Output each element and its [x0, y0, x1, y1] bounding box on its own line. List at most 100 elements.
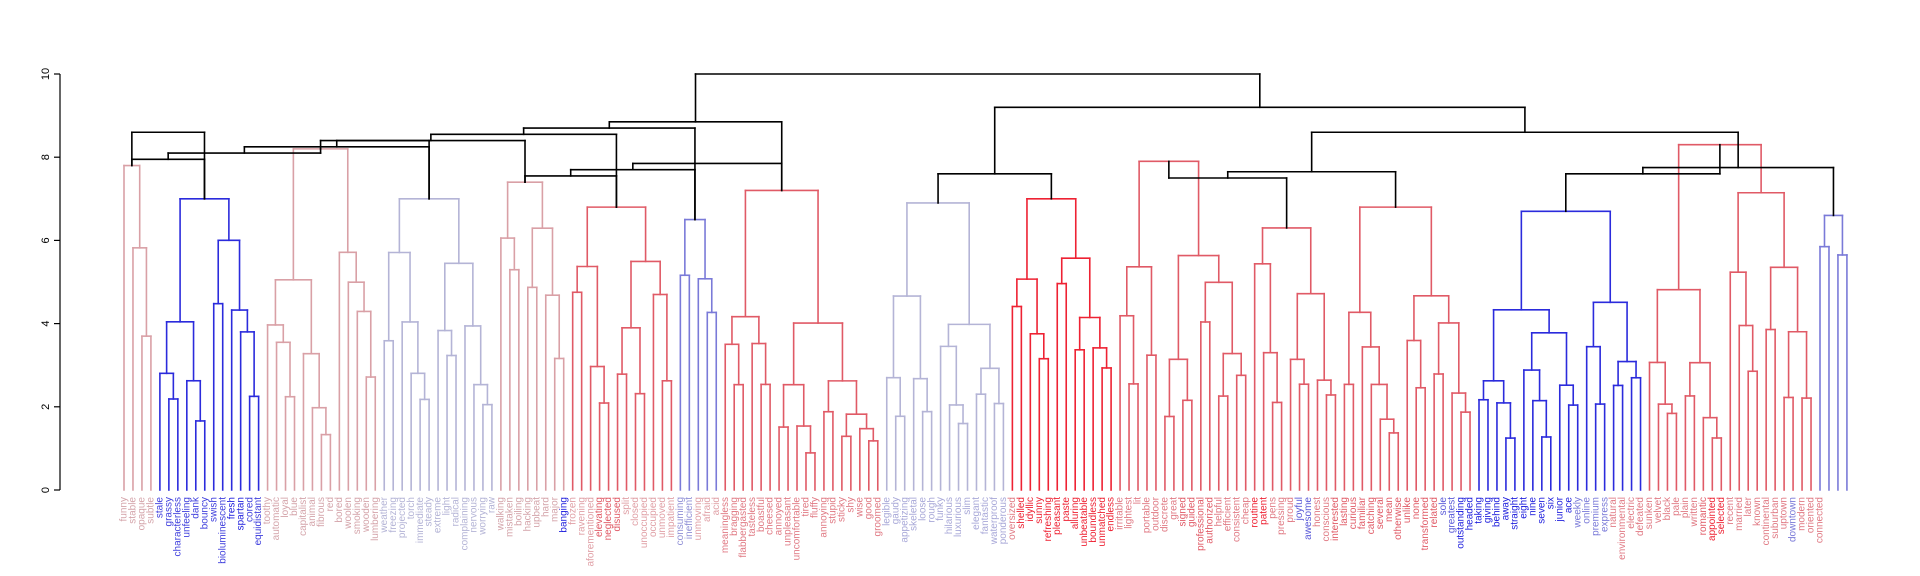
leaf-label: bragging	[729, 497, 740, 536]
leaf-label: funky	[935, 497, 946, 521]
leaf-label: waterproof	[989, 497, 1000, 545]
leaf-label: paste	[1061, 497, 1072, 522]
leaf-label: unmoved	[657, 497, 668, 538]
y-tick-label: 4	[40, 321, 52, 327]
leaf-label: grassy	[164, 497, 175, 526]
leaf-label: defeated	[1635, 497, 1646, 536]
leaf-label: patent	[1258, 497, 1269, 525]
leaf-label: selected	[1716, 497, 1727, 534]
leaf-label: cheesed	[765, 497, 776, 535]
y-tick-label: 10	[40, 68, 52, 80]
leaf-label: aforementioned	[585, 497, 596, 567]
leaf-label: professional	[1195, 497, 1206, 551]
leaf-label: cored	[244, 497, 255, 522]
leaf-label: unmatched	[1097, 497, 1108, 546]
leaf-label: uptown	[1779, 497, 1790, 529]
leaf-label: velvet	[1653, 497, 1664, 523]
leaf-label: eight	[1519, 497, 1530, 519]
leaf-label: animal	[307, 497, 318, 526]
leaf-label: lumbering	[370, 497, 381, 541]
leaf-label: consistent	[1231, 497, 1242, 542]
leaf-label: uncomfortable	[792, 497, 803, 561]
leaf-label: conscious	[1321, 497, 1332, 541]
leaf-label: subtle	[146, 497, 157, 524]
leaf-label: bored	[334, 497, 345, 523]
leaf-label: unbeatable	[1079, 497, 1090, 547]
leaf-label: downtown	[1788, 497, 1799, 542]
leaf-label: black	[1662, 496, 1673, 520]
leaf-label: upbeat	[531, 497, 542, 528]
leaf-label: unlike	[1402, 497, 1413, 524]
leaf-label: appointed	[1707, 497, 1718, 541]
leaf-label: written	[1689, 497, 1700, 527]
leaf-label: curious	[1348, 497, 1359, 529]
leaf-label: wooden	[361, 497, 372, 533]
leaf-label: fresh	[226, 497, 237, 519]
leaf-label: unpleasant	[783, 497, 794, 546]
leaf-label: ponderous	[998, 497, 1009, 544]
leaf-label: equidistant	[253, 497, 264, 546]
leaf-label: greatest	[1447, 497, 1458, 533]
leaf-label: dank	[190, 496, 201, 519]
leaf-label: annoyed	[774, 497, 785, 535]
leaf-label: mistaken	[505, 497, 516, 537]
leaf-label: afraid	[702, 497, 713, 522]
leaf-label: loyal	[280, 497, 291, 518]
leaf-label: immediate	[415, 497, 426, 544]
leaf-label: natural	[1608, 497, 1619, 528]
leaf-label: unoccupied	[639, 497, 650, 548]
leaf-label: acid	[711, 497, 722, 515]
leaf-label: continental	[1761, 497, 1772, 545]
leaf-label: awesome	[1303, 497, 1314, 540]
leaf-label: rough	[926, 497, 937, 523]
leaf-label: unmoving	[693, 497, 704, 540]
leaf-label: groomed	[872, 497, 883, 536]
dendrogram-links	[123, 73, 1848, 491]
y-tick-label: 0	[40, 487, 52, 493]
leaf-label: radical	[451, 497, 462, 526]
leaf-label: shy	[845, 497, 856, 513]
leaf-label: extreme	[433, 497, 444, 534]
leaf-label: light	[442, 497, 453, 516]
leaf-label: hard	[540, 497, 551, 517]
leaf-label: sole	[1438, 497, 1449, 516]
y-axis: 0 2 4 6 8 10	[40, 68, 61, 493]
leaf-label: nine	[1527, 497, 1538, 516]
leaf-label: split	[621, 497, 632, 515]
leaf-label: headed	[1465, 497, 1476, 530]
leaf-label: otherwise	[1393, 497, 1404, 540]
leaf-label: joyful	[1294, 497, 1305, 521]
leaf-label: stale	[155, 497, 166, 519]
leaf-label: straight	[1510, 497, 1521, 530]
leaf-label: romantic	[1698, 497, 1709, 535]
leaf-label: luxurious	[953, 497, 964, 537]
leaf-label: legible	[881, 497, 892, 526]
leaf-label: neglected	[603, 497, 614, 540]
leaf-label: complaining	[460, 497, 471, 550]
leaf-label: hilarious	[944, 497, 955, 534]
leaf-label: transformed	[1420, 497, 1431, 550]
leaf-label: stable	[128, 497, 139, 524]
leaf-label: behind	[1492, 497, 1503, 527]
leaf-label: sticky	[837, 497, 848, 522]
leaf-label: fibrous	[316, 497, 327, 527]
leaf-label: oriented	[1806, 497, 1817, 533]
leaf-label: interested	[1330, 497, 1341, 541]
leaf-label: opaque	[137, 497, 148, 531]
leaf-label: several	[1375, 497, 1386, 529]
leaf-label: boundless	[1088, 497, 1099, 543]
leaf-label: funny	[119, 497, 130, 521]
leaf-label: boiling	[513, 497, 524, 526]
leaf-label: ace	[1563, 497, 1574, 514]
leaf-label: oversized	[1007, 497, 1018, 540]
leaf-label: worrying	[478, 497, 489, 536]
leaf-label: signed	[1178, 497, 1189, 526]
leaf-label: consuming	[675, 497, 686, 545]
leaf-label: alluring	[1070, 497, 1081, 529]
leaf-label: torch	[406, 497, 417, 519]
leaf-label: closed	[630, 497, 641, 526]
leaf-label: pressing	[1276, 497, 1287, 535]
leaf-label: routine	[1249, 497, 1260, 528]
leaf-label: unfeeling	[181, 497, 192, 538]
leaf-label: wise	[854, 497, 865, 518]
